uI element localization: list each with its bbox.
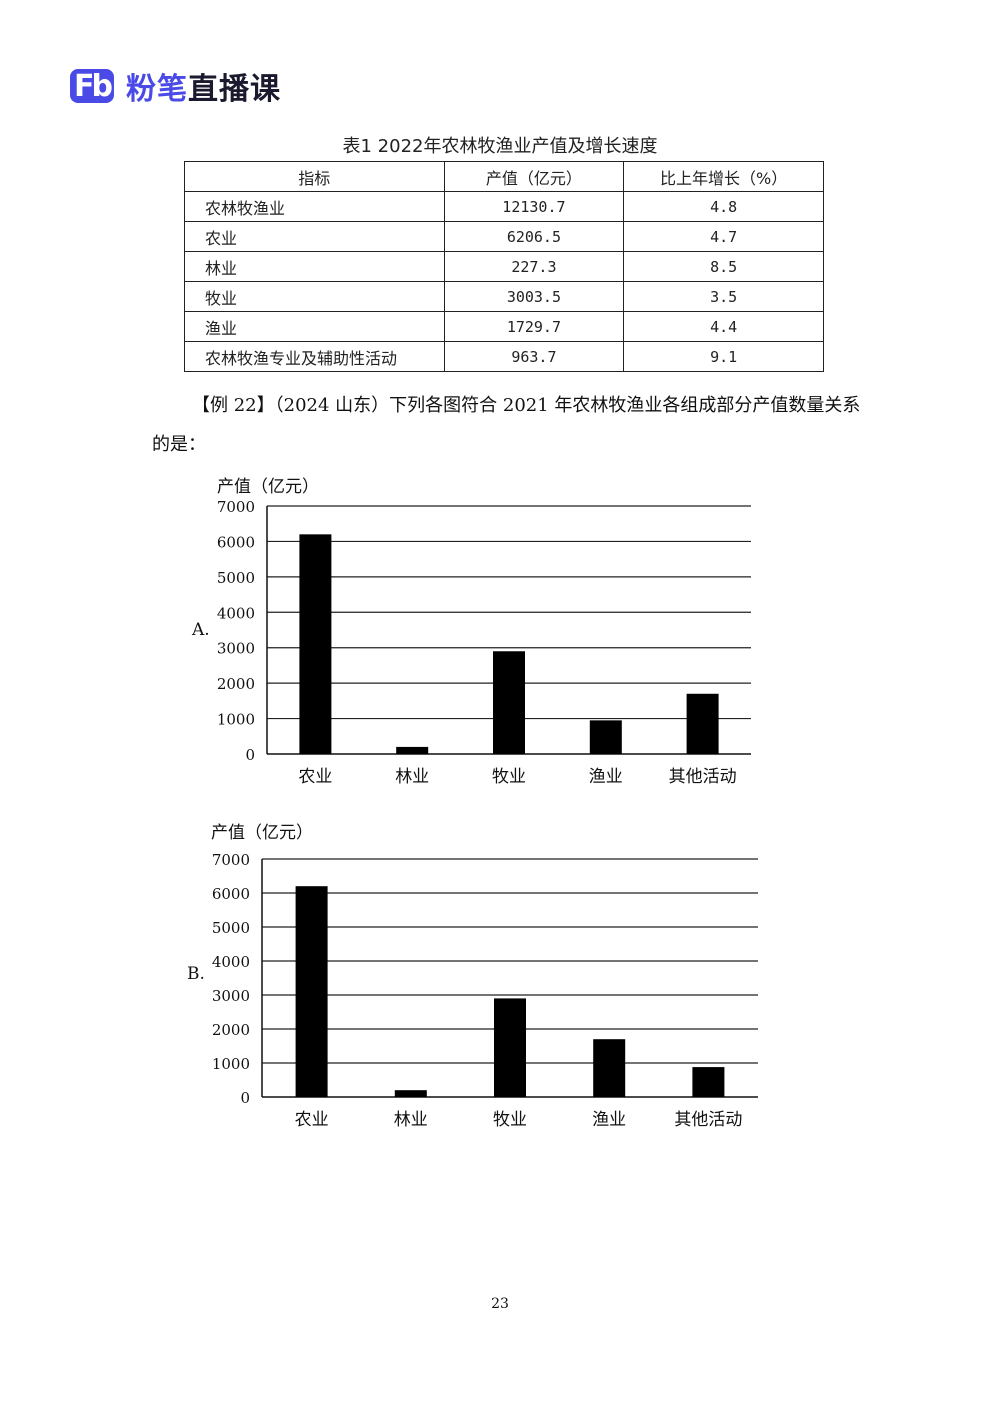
y-tick-label: 4000: [217, 604, 255, 622]
bar-chart-b: 产值（亿元） 0 1000 2000 3000 4000 5000 6000 7000 农业 林业 牧…: [211, 823, 758, 1130]
table-cell: 农业: [184, 221, 445, 252]
y-tick-label: 1000: [212, 1055, 250, 1073]
table-cell: 963.7: [443, 341, 625, 372]
table-cell: 4.8: [623, 191, 824, 222]
bar: [299, 534, 332, 754]
y-axis-label: 产值（亿元）: [217, 477, 319, 497]
bar: [593, 1039, 626, 1097]
x-tick-label: 林业: [395, 767, 429, 787]
question-body: （2024 山东）下列各图符合 2021 年农林牧渔业各组成部分产值数量关系的是…: [152, 395, 861, 455]
y-tick-label: 3000: [212, 987, 250, 1005]
logo: Fb 粉笔直播课: [70, 64, 281, 108]
y-tick-label: 6000: [212, 885, 250, 903]
question-prefix: 【例 22】: [192, 395, 275, 416]
bar: [692, 1067, 725, 1097]
column-header: 比上年增长（%）: [623, 161, 824, 192]
x-tick-label: 林业: [394, 1110, 428, 1130]
page-number: 23: [491, 1296, 509, 1312]
x-tick-label: 牧业: [493, 1110, 527, 1130]
table-cell: 牧业: [184, 281, 445, 312]
table-cell: 3003.5: [443, 281, 625, 312]
table-cell: 12130.7: [443, 191, 625, 222]
bar: [494, 998, 526, 1097]
chart-option-label: B.: [187, 964, 205, 984]
table-row: 农林牧渔专业及辅助性活动 963.7 9.1: [184, 341, 824, 372]
column-header: 指标: [184, 161, 445, 192]
table-row: 渔业 1729.7 4.4: [184, 311, 824, 342]
y-tick-label: 0: [240, 1089, 250, 1107]
y-axis-label: 产值（亿元）: [211, 823, 313, 843]
table-cell: 9.1: [623, 341, 824, 372]
x-tick-label: 渔业: [592, 1110, 626, 1130]
y-tick-label: 2000: [217, 675, 255, 693]
bar-chart-a: 产值（亿元） 0 1000 2000 3000 4000 5000 6000 7000 农业 林业 牧…: [217, 477, 751, 787]
table-row: 农林牧渔业 12130.7 4.8: [184, 191, 824, 222]
y-tick-label: 7000: [212, 851, 250, 869]
table-cell: 渔业: [184, 311, 445, 342]
y-tick-label: 2000: [212, 1021, 250, 1039]
table-cell: 8.5: [623, 251, 824, 282]
table-row: 牧业 3003.5 3.5: [184, 281, 824, 312]
x-tick-label: 渔业: [589, 767, 623, 787]
table-cell: 林业: [184, 251, 445, 282]
column-header: 产值（亿元）: [443, 161, 625, 192]
x-tick-label: 农业: [295, 1110, 329, 1130]
table-cell: 4.7: [623, 221, 824, 252]
x-tick-label: 农业: [298, 767, 332, 787]
bar: [686, 693, 719, 754]
production-table: 指标 产值（亿元） 比上年增长（%） 农林牧渔业 12130.7 4.8 农业 …: [184, 161, 824, 372]
y-tick-label: 1000: [217, 711, 255, 729]
table-caption: 表1 2022年农林牧渔业产值及增长速度: [342, 136, 658, 157]
logo-text: 粉笔直播课: [126, 64, 281, 108]
x-tick-label: 牧业: [492, 767, 526, 787]
table-cell: 4.4: [623, 311, 824, 342]
x-tick-label: 其他活动: [674, 1110, 742, 1130]
logo-mark: Fb: [70, 69, 114, 104]
logo-brand: 粉笔: [126, 72, 188, 107]
x-tick-label: 其他活动: [669, 767, 737, 787]
table-cell: 1729.7: [443, 311, 625, 342]
y-tick-label: 5000: [212, 919, 250, 937]
bar: [396, 746, 429, 754]
y-tick-label: 5000: [217, 569, 255, 587]
bar: [589, 720, 622, 754]
table-row: 林业 227.3 8.5: [184, 251, 824, 282]
y-tick-label: 7000: [217, 498, 255, 516]
table-cell: 6206.5: [443, 221, 625, 252]
question-text: 【例 22】（2024 山东）下列各图符合 2021 年农林牧渔业各组成部分产值…: [152, 386, 872, 464]
bar: [394, 1090, 427, 1097]
table-row: 农业 6206.5 4.7: [184, 221, 824, 252]
y-tick-label: 4000: [212, 953, 250, 971]
table-cell: 农林牧渔业: [184, 191, 445, 222]
table-cell: 3.5: [623, 281, 824, 312]
bar: [295, 886, 328, 1097]
y-tick-label: 6000: [217, 533, 255, 551]
table-header-row: 指标 产值（亿元） 比上年增长（%）: [184, 161, 824, 192]
y-tick-label: 3000: [217, 640, 255, 658]
bar: [493, 651, 525, 754]
table-cell: 227.3: [443, 251, 625, 282]
chart-option-label: A.: [192, 620, 210, 640]
y-tick-label: 0: [245, 746, 255, 764]
logo-suffix: 直播课: [188, 72, 281, 107]
table-cell: 农林牧渔专业及辅助性活动: [184, 341, 445, 372]
